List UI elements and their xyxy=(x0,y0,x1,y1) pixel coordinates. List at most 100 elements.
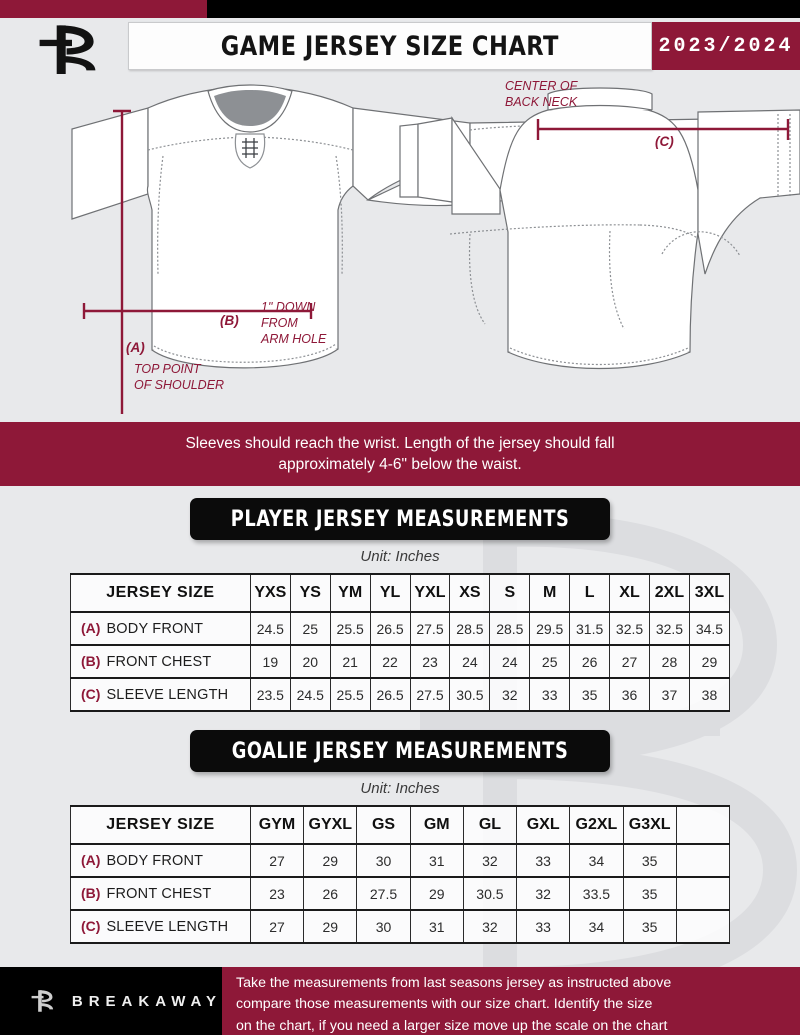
measurement-cell: 36 xyxy=(609,677,650,712)
measurement-tag: (A) xyxy=(81,852,101,868)
measurement-cell: 32.5 xyxy=(609,611,650,646)
measurement-cell: 33 xyxy=(516,909,571,944)
measurement-cell: 35 xyxy=(569,677,611,712)
player-measurements-table: JERSEY SIZE YXS YS YM YL YXL XS S M L XL 2XL 3XL (A) B… xyxy=(70,573,731,712)
label-c-line2: BACK NECK xyxy=(505,95,578,109)
goalie-section-heading: GOALIE JERSEY MEASUREMENTS xyxy=(190,730,610,772)
player-section-heading: PLAYER JERSEY MEASUREMENTS xyxy=(190,498,610,540)
label-b-line1: 1" DOWN xyxy=(261,300,316,314)
size-column-header: 3XL xyxy=(688,573,731,613)
label-a-line1: TOP POINT xyxy=(134,362,202,376)
page-title-plate: GAME JERSEY SIZE CHART xyxy=(128,22,652,70)
measurement-cell: 34 xyxy=(569,909,624,944)
measurement-tag: (C) xyxy=(81,918,101,934)
page-title: GAME JERSEY SIZE CHART xyxy=(220,30,560,62)
measurement-cell: 33.5 xyxy=(569,876,624,911)
fit-note-line-1: Sleeves should reach the wrist. Length o… xyxy=(185,434,615,452)
measurement-name: BODY FRONT xyxy=(106,853,204,869)
measurement-cell: 27 xyxy=(249,909,305,944)
table-row: (B) FRONT CHEST 19 20 21 22 23 24 24 25 26 27 28 29 xyxy=(70,644,731,679)
measurement-cell: 23 xyxy=(409,644,451,679)
measurement-cell: 28.5 xyxy=(449,611,491,646)
measurement-cell: 26.5 xyxy=(369,611,411,646)
measurement-cell xyxy=(675,909,731,944)
measurement-cell: 20 xyxy=(289,644,331,679)
measurement-cell: 24.5 xyxy=(289,677,331,712)
size-column-header: GXL xyxy=(516,805,571,845)
measurement-name: SLEEVE LENGTH xyxy=(106,687,229,703)
measurement-name: FRONT CHEST xyxy=(106,886,212,902)
measurement-label: (C) SLEEVE LENGTH xyxy=(70,677,251,712)
goalie-unit-label: Unit: Inches xyxy=(360,780,440,797)
table-row: (C) SLEEVE LENGTH 27 29 30 31 32 33 34 35 xyxy=(70,909,731,944)
measurement-cell: 21 xyxy=(329,644,371,679)
size-column-header: GYXL xyxy=(303,805,358,845)
measurement-cell: 32 xyxy=(516,876,571,911)
breakaway-b-logo-icon xyxy=(31,990,54,1012)
top-accent-black xyxy=(207,0,800,18)
measurement-cell: 37 xyxy=(648,677,690,712)
measurement-cell: 28.5 xyxy=(489,611,531,646)
footer-instruction-line-1: Take the measurements from last seasons … xyxy=(236,975,672,991)
size-column-header: S xyxy=(489,573,531,613)
jersey-diagrams: (A) TOP POINT OF SHOULDER (B) 1" DOWN FR… xyxy=(71,79,800,414)
size-column-header: GL xyxy=(462,805,518,845)
back-jersey-illustration xyxy=(399,87,800,370)
measurement-cell: 29 xyxy=(303,843,358,878)
measurement-cell: 30 xyxy=(356,843,411,878)
measurement-cell: 25.5 xyxy=(329,611,371,646)
label-b-line2: FROM xyxy=(261,316,298,330)
goalie-section-heading-text: GOALIE JERSEY MEASUREMENTS xyxy=(231,738,569,764)
top-accent-red xyxy=(0,0,207,18)
measurement-cell: 23.5 xyxy=(249,677,291,712)
measurement-name: FRONT CHEST xyxy=(106,654,212,670)
size-column-header: YS xyxy=(289,573,331,613)
measurement-cell: 31 xyxy=(409,909,464,944)
measurement-cell: 35 xyxy=(622,876,677,911)
label-b-tag: (B) xyxy=(220,313,239,328)
footer-instruction-line-2: compare those measurements with our size… xyxy=(236,996,653,1013)
measurement-cell: 30.5 xyxy=(449,677,491,712)
size-column-header: YL xyxy=(369,573,411,613)
top-accent-bar xyxy=(0,0,800,18)
measurement-cell: 29.5 xyxy=(529,611,571,646)
measurement-cell: 34.5 xyxy=(688,611,731,646)
fit-note-banner: Sleeves should reach the wrist. Length o… xyxy=(0,422,800,486)
measurement-cell: 26 xyxy=(569,644,611,679)
measurement-cell: 29 xyxy=(688,644,731,679)
measurement-name: SLEEVE LENGTH xyxy=(106,919,229,935)
measurement-cell: 35 xyxy=(622,843,677,878)
size-column-header: GM xyxy=(409,805,464,845)
measurement-cell: 29 xyxy=(303,909,358,944)
measurement-tag: (B) xyxy=(81,653,101,669)
table-row: (A) BODY FRONT 24.5 25 25.5 26.5 27.5 28.5 28.5 2… xyxy=(70,611,731,646)
footer-instruction-line-3: on the chart, if you need a larger size … xyxy=(236,1017,668,1034)
measurement-cell: 30 xyxy=(356,909,411,944)
footer-brand-name: BREAKAWAY xyxy=(71,992,222,1010)
label-c-tag: (C) xyxy=(655,134,674,149)
size-column-header: YXL xyxy=(409,573,451,613)
measurement-label: (C) SLEEVE LENGTH xyxy=(70,909,251,944)
measurement-cell: 38 xyxy=(688,677,731,712)
measurement-label: (B) FRONT CHEST xyxy=(70,876,251,911)
measurement-cell: 33 xyxy=(516,843,571,878)
size-column-header: YM xyxy=(329,573,371,613)
measurement-cell: 30.5 xyxy=(462,876,518,911)
row-header-label: JERSEY SIZE xyxy=(70,805,251,845)
measurement-cell: 33 xyxy=(529,677,571,712)
measurement-cell: 26.5 xyxy=(369,677,411,712)
measurement-cell: 28 xyxy=(648,644,690,679)
measurement-cell: 32 xyxy=(462,843,518,878)
measurement-cell: 31 xyxy=(409,843,464,878)
player-section-heading-text: PLAYER JERSEY MEASUREMENTS xyxy=(230,506,570,532)
measurement-cell: 25.5 xyxy=(329,677,371,712)
size-column-header xyxy=(675,805,731,845)
fit-note-line-2: approximately 4-6" below the waist. xyxy=(278,456,522,473)
size-column-header: YXS xyxy=(249,573,291,613)
measurement-cell xyxy=(675,843,731,878)
size-column-header: 2XL xyxy=(648,573,690,613)
measurement-tag: (C) xyxy=(81,686,101,702)
measurement-cell: 27.5 xyxy=(409,611,451,646)
measurement-cell: 34 xyxy=(569,843,624,878)
